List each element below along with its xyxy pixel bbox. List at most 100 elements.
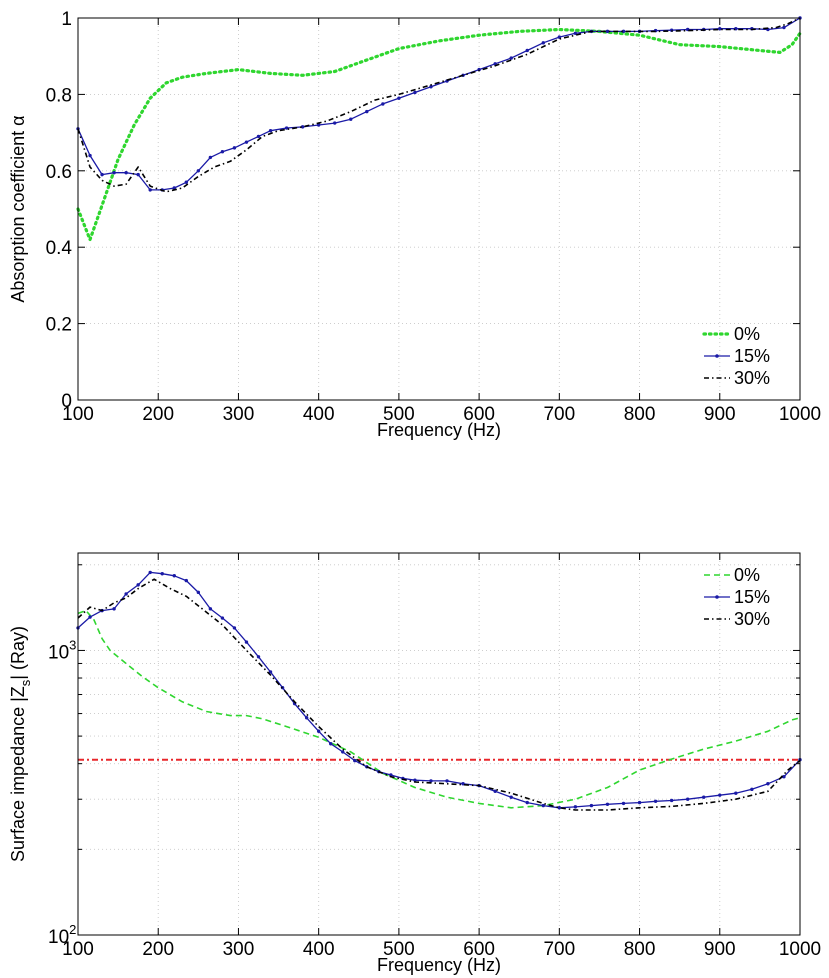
- chart2-legend-marker-1: [715, 595, 719, 599]
- chart2-series-point-1: [557, 806, 562, 810]
- chart1-x-tick-label: 900: [704, 404, 736, 425]
- chart2-series-point-1: [734, 791, 738, 795]
- chart2-series-point-1: [493, 789, 497, 793]
- chart1-series-point-1: [256, 134, 261, 139]
- chart1-legend: 0%15%30%: [702, 324, 770, 388]
- chart2-series-line-2: [77, 578, 801, 811]
- chart2-legend-label-2: 30%: [734, 609, 770, 629]
- chart1-series-point-1: [333, 121, 337, 125]
- chart2-legend-label-1: 15%: [734, 587, 770, 607]
- chart2-series-point-1: [782, 774, 786, 779]
- chart2-series-point-1: [208, 607, 213, 611]
- chart1-series-point-1: [284, 126, 289, 130]
- chart2-y-tick-exp: 2: [69, 922, 76, 937]
- chart2-series-point-1: [685, 797, 690, 801]
- chart1-series-point-1: [136, 172, 140, 177]
- chart2-series-point-1: [573, 805, 578, 809]
- chart1-y-tick-label: 1: [61, 9, 72, 30]
- chart2-x-tick-label: 700: [543, 939, 575, 960]
- chart2-plot-area: [78, 553, 800, 935]
- chart1-series-point-1: [100, 172, 104, 177]
- chart1-series-line-2: [77, 17, 801, 193]
- chart2-series-point-1: [637, 800, 642, 805]
- impedance-chart: 100 200 300 400 500 600 700 800 900 1000102103Fre…: [8, 552, 821, 975]
- chart2-series-point-1: [316, 729, 321, 733]
- chart2-series-point-1: [88, 615, 92, 619]
- chart1-series-point-1: [184, 180, 188, 184]
- chart2-series-point-1: [353, 758, 357, 763]
- chart2-x-tick-label: 900: [704, 939, 736, 960]
- chart1-series-group: [76, 16, 802, 242]
- chart1-ticks: 100 200 300 400 500 600 700 800 900 1000 0 0.2 0.4 0.…: [46, 9, 822, 425]
- chart1-series-point-1: [365, 109, 369, 114]
- chart1-x-axis-label: Frequency (Hz): [377, 420, 501, 440]
- chart1-series-point-1: [509, 56, 513, 60]
- chart2-x-tick-label: 200: [142, 939, 174, 960]
- chart1-series-point-1: [124, 171, 128, 175]
- chart2-series-point-1: [653, 799, 658, 804]
- chart2-series-point-1: [160, 572, 164, 576]
- chart2-y-axis-label-tail: | (Ray): [8, 626, 28, 680]
- chart2-grid: [77, 553, 801, 935]
- chart2-series-point-1: [172, 574, 176, 578]
- chart1-series-point-1: [172, 186, 176, 190]
- chart1-y-axis-label: Absorption coefficient α: [8, 115, 28, 302]
- chart2-series-point-1: [669, 798, 674, 803]
- chart2-series-point-1: [196, 590, 201, 595]
- chart2-x-tick-label: 300: [223, 939, 255, 960]
- chart1-series-point-1: [112, 171, 116, 175]
- chart2-legend: 0%15%30%: [704, 565, 770, 629]
- chart1-x-tick-label: 600: [463, 404, 495, 425]
- chart1-x-tick-label: 300: [223, 404, 255, 425]
- chart1-series-point-1: [300, 125, 305, 129]
- chart1-series-point-1: [316, 123, 321, 127]
- chart1-y-tick-label: 0.6: [46, 162, 72, 183]
- chart2-series-point-1: [461, 782, 465, 786]
- chart1-x-tick-label: 200: [142, 404, 174, 425]
- chart1-series-point-1: [413, 90, 417, 95]
- chart2-x-tick-label: 500: [383, 939, 415, 960]
- chart1-x-tick-label: 500: [383, 404, 415, 425]
- chart1-series-point-1: [381, 102, 385, 106]
- chart1-legend-label-1: 15%: [734, 346, 770, 366]
- chart1-series-point-1: [196, 169, 201, 173]
- chart2-y-axis-label-main: Surface impedance |Z: [8, 686, 28, 862]
- chart2-axes-frame: [77, 552, 801, 936]
- chart1-plot-area: [78, 18, 800, 400]
- chart1-series-point-1: [541, 41, 545, 45]
- chart2-y-tick-base: 10: [48, 642, 69, 663]
- chart2-y-tick-label: 102: [48, 922, 76, 948]
- chart1-series-point-1: [782, 25, 786, 30]
- chart2-series-point-1: [304, 716, 309, 720]
- chart1-series-point-1: [429, 85, 433, 89]
- chart1-series-point-1: [88, 153, 92, 158]
- chart1-x-tick-label: 400: [303, 404, 335, 425]
- chart1-series-point-1: [397, 96, 401, 100]
- chart2-series-group: [76, 570, 802, 811]
- chart2-y-tick-exp: 3: [69, 637, 76, 652]
- chart2-series-point-1: [232, 626, 237, 630]
- chart2-series-point-1: [750, 787, 754, 792]
- chart2-series-point-1: [702, 795, 706, 799]
- chart1-y-tick-label: 0.4: [46, 238, 73, 259]
- chart1-series-point-1: [349, 117, 353, 121]
- chart2-series-point-1: [541, 803, 545, 808]
- chart1-legend-marker-1: [715, 354, 719, 358]
- chart2-series-point-1: [525, 800, 529, 805]
- chart2-series-point-1: [184, 578, 188, 583]
- chart2-x-axis-label: Frequency (Hz): [377, 955, 501, 975]
- chart1-series-point-1: [605, 29, 610, 34]
- chart2-series-point-1: [621, 801, 626, 806]
- chart1-series-point-1: [220, 150, 225, 154]
- chart1-y-tick-label: 0.8: [46, 85, 72, 106]
- chart2-y-axis-label: Surface impedance |Zs| (Ray): [8, 626, 33, 862]
- chart1-y-tick-label: 0.2: [46, 315, 72, 336]
- chart1-x-tick-label: 800: [624, 404, 656, 425]
- chart2-series-point-1: [256, 655, 261, 659]
- chart1-series-point-1: [573, 31, 578, 35]
- chart1-x-tick-label: 100: [62, 404, 94, 425]
- chart2-series-line-0: [77, 609, 801, 809]
- chart1-series-point-1: [244, 140, 249, 144]
- chart1-axes-frame: [77, 17, 801, 401]
